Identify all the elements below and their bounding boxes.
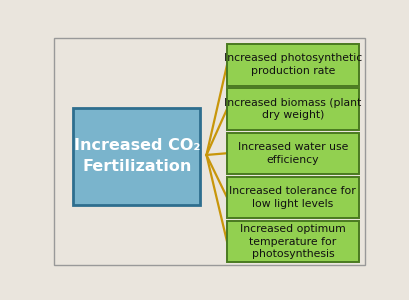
Text: Increased photosynthetic
production rate: Increased photosynthetic production rate [224,53,362,76]
FancyBboxPatch shape [227,133,359,174]
Text: Increased water use
efficiency: Increased water use efficiency [238,142,348,165]
FancyBboxPatch shape [227,44,359,86]
Text: Increased optimum
temperature for
photosynthesis: Increased optimum temperature for photos… [240,224,346,260]
FancyBboxPatch shape [73,108,200,205]
FancyBboxPatch shape [227,88,359,130]
Text: Increased biomass (plant
dry weight): Increased biomass (plant dry weight) [224,98,362,120]
FancyBboxPatch shape [227,177,359,218]
Text: Increased CO₂
Fertilization: Increased CO₂ Fertilization [74,138,200,174]
FancyBboxPatch shape [227,221,359,262]
Text: Increased tolerance for
low light levels: Increased tolerance for low light levels [229,186,356,209]
